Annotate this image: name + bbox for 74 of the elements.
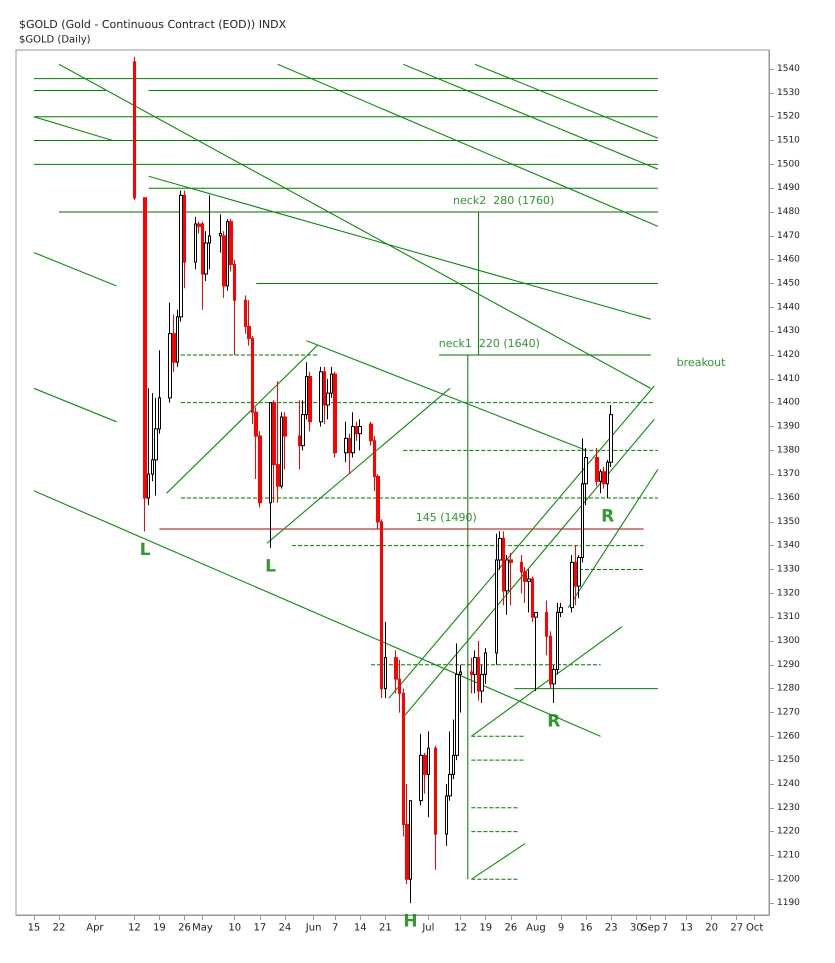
annotation: L xyxy=(265,556,276,577)
x-tick-label: 10 xyxy=(228,922,242,934)
x-tick-label: 9 xyxy=(558,922,564,934)
y-tick-label: 1190 xyxy=(777,898,800,908)
x-tick-label: Aug xyxy=(526,922,546,934)
x-tick-label: Jun xyxy=(304,922,322,934)
y-tick-label: 1530 xyxy=(777,88,800,98)
x-tick-label: Oct xyxy=(746,922,764,934)
annotation: breakout xyxy=(676,356,726,369)
y-tick-label: 1200 xyxy=(777,874,800,884)
x-tick-label: May xyxy=(192,922,213,934)
y-tick-label: 1460 xyxy=(777,254,800,265)
chart-subtitle: $GOLD (Daily) xyxy=(19,34,91,46)
x-tick-label: 30 xyxy=(630,922,643,934)
x-tick-label: Apr xyxy=(86,922,104,934)
y-tick-label: 1510 xyxy=(777,136,800,146)
y-tick-label: 1240 xyxy=(777,778,800,789)
y-tick-label: 1300 xyxy=(777,636,800,646)
y-tick-label: 1440 xyxy=(777,302,800,312)
annotation: R xyxy=(601,506,614,526)
y-tick-label: 1380 xyxy=(777,445,800,456)
x-tick-label: 19 xyxy=(479,922,492,934)
y-tick-label: 1350 xyxy=(777,516,800,527)
x-tick-label: 23 xyxy=(604,922,618,934)
y-tick-label: 1490 xyxy=(777,183,800,194)
x-tick-label: Sep xyxy=(641,922,660,934)
annotation: neck2 280 (1760) xyxy=(453,194,554,208)
x-tick-label: 12 xyxy=(454,922,467,934)
x-tick-label: 19 xyxy=(153,922,166,934)
y-tick-label: 1400 xyxy=(777,398,800,408)
y-tick-label: 1250 xyxy=(777,755,800,766)
x-tick-label: 12 xyxy=(128,922,141,934)
x-tick-label: 16 xyxy=(580,922,592,934)
y-tick-label: 1390 xyxy=(777,422,800,432)
y-tick-label: 1480 xyxy=(777,207,800,218)
y-tick-label: 1320 xyxy=(777,588,800,598)
y-tick-label: 1340 xyxy=(777,540,800,551)
annotation: neck1 220 (1640) xyxy=(438,337,540,350)
x-tick-label: 15 xyxy=(28,922,40,934)
x-tick-label: 22 xyxy=(52,922,66,934)
x-tick-label: 7 xyxy=(332,922,338,934)
y-tick-label: 1410 xyxy=(777,374,800,384)
x-tick-label: 24 xyxy=(278,922,292,934)
y-tick-label: 1310 xyxy=(777,612,800,622)
y-tick-label: 1220 xyxy=(777,826,800,837)
x-tick-label: 26 xyxy=(504,922,518,934)
x-tick-label: 20 xyxy=(705,922,718,934)
y-tick-label: 1470 xyxy=(777,230,800,241)
y-tick-label: 1500 xyxy=(777,159,800,170)
y-tick-label: 1210 xyxy=(777,850,800,860)
y-tick-label: 1290 xyxy=(777,660,800,670)
y-tick-label: 1540 xyxy=(777,64,800,74)
y-tick-label: 1370 xyxy=(777,469,800,480)
x-tick-label: 13 xyxy=(680,922,693,934)
y-tick-label: 1430 xyxy=(777,326,800,336)
x-tick-label: Jul xyxy=(421,922,434,934)
y-tick-label: 1450 xyxy=(777,278,800,289)
x-tick-label: 7 xyxy=(662,922,668,934)
x-tick-label: 21 xyxy=(378,922,392,934)
y-tick-label: 1420 xyxy=(777,350,800,360)
x-tick-label: 14 xyxy=(354,922,367,934)
x-tick-label: 27 xyxy=(730,922,744,934)
annotation: L xyxy=(140,540,151,560)
y-tick-label: 1330 xyxy=(777,564,800,574)
y-tick-label: 1230 xyxy=(777,802,800,813)
y-tick-label: 1260 xyxy=(777,731,800,742)
x-tick-label: 26 xyxy=(178,922,191,934)
y-tick-label: 1280 xyxy=(777,684,800,694)
y-tick-label: 1360 xyxy=(777,492,800,503)
annotation: H xyxy=(403,912,418,932)
y-tick-label: 1520 xyxy=(777,112,800,122)
y-tick-label: 1270 xyxy=(777,707,800,718)
chart-title: $GOLD (Gold - Continuous Contract (EOD)) INDX xyxy=(19,18,287,31)
x-tick-label: 17 xyxy=(253,922,266,934)
